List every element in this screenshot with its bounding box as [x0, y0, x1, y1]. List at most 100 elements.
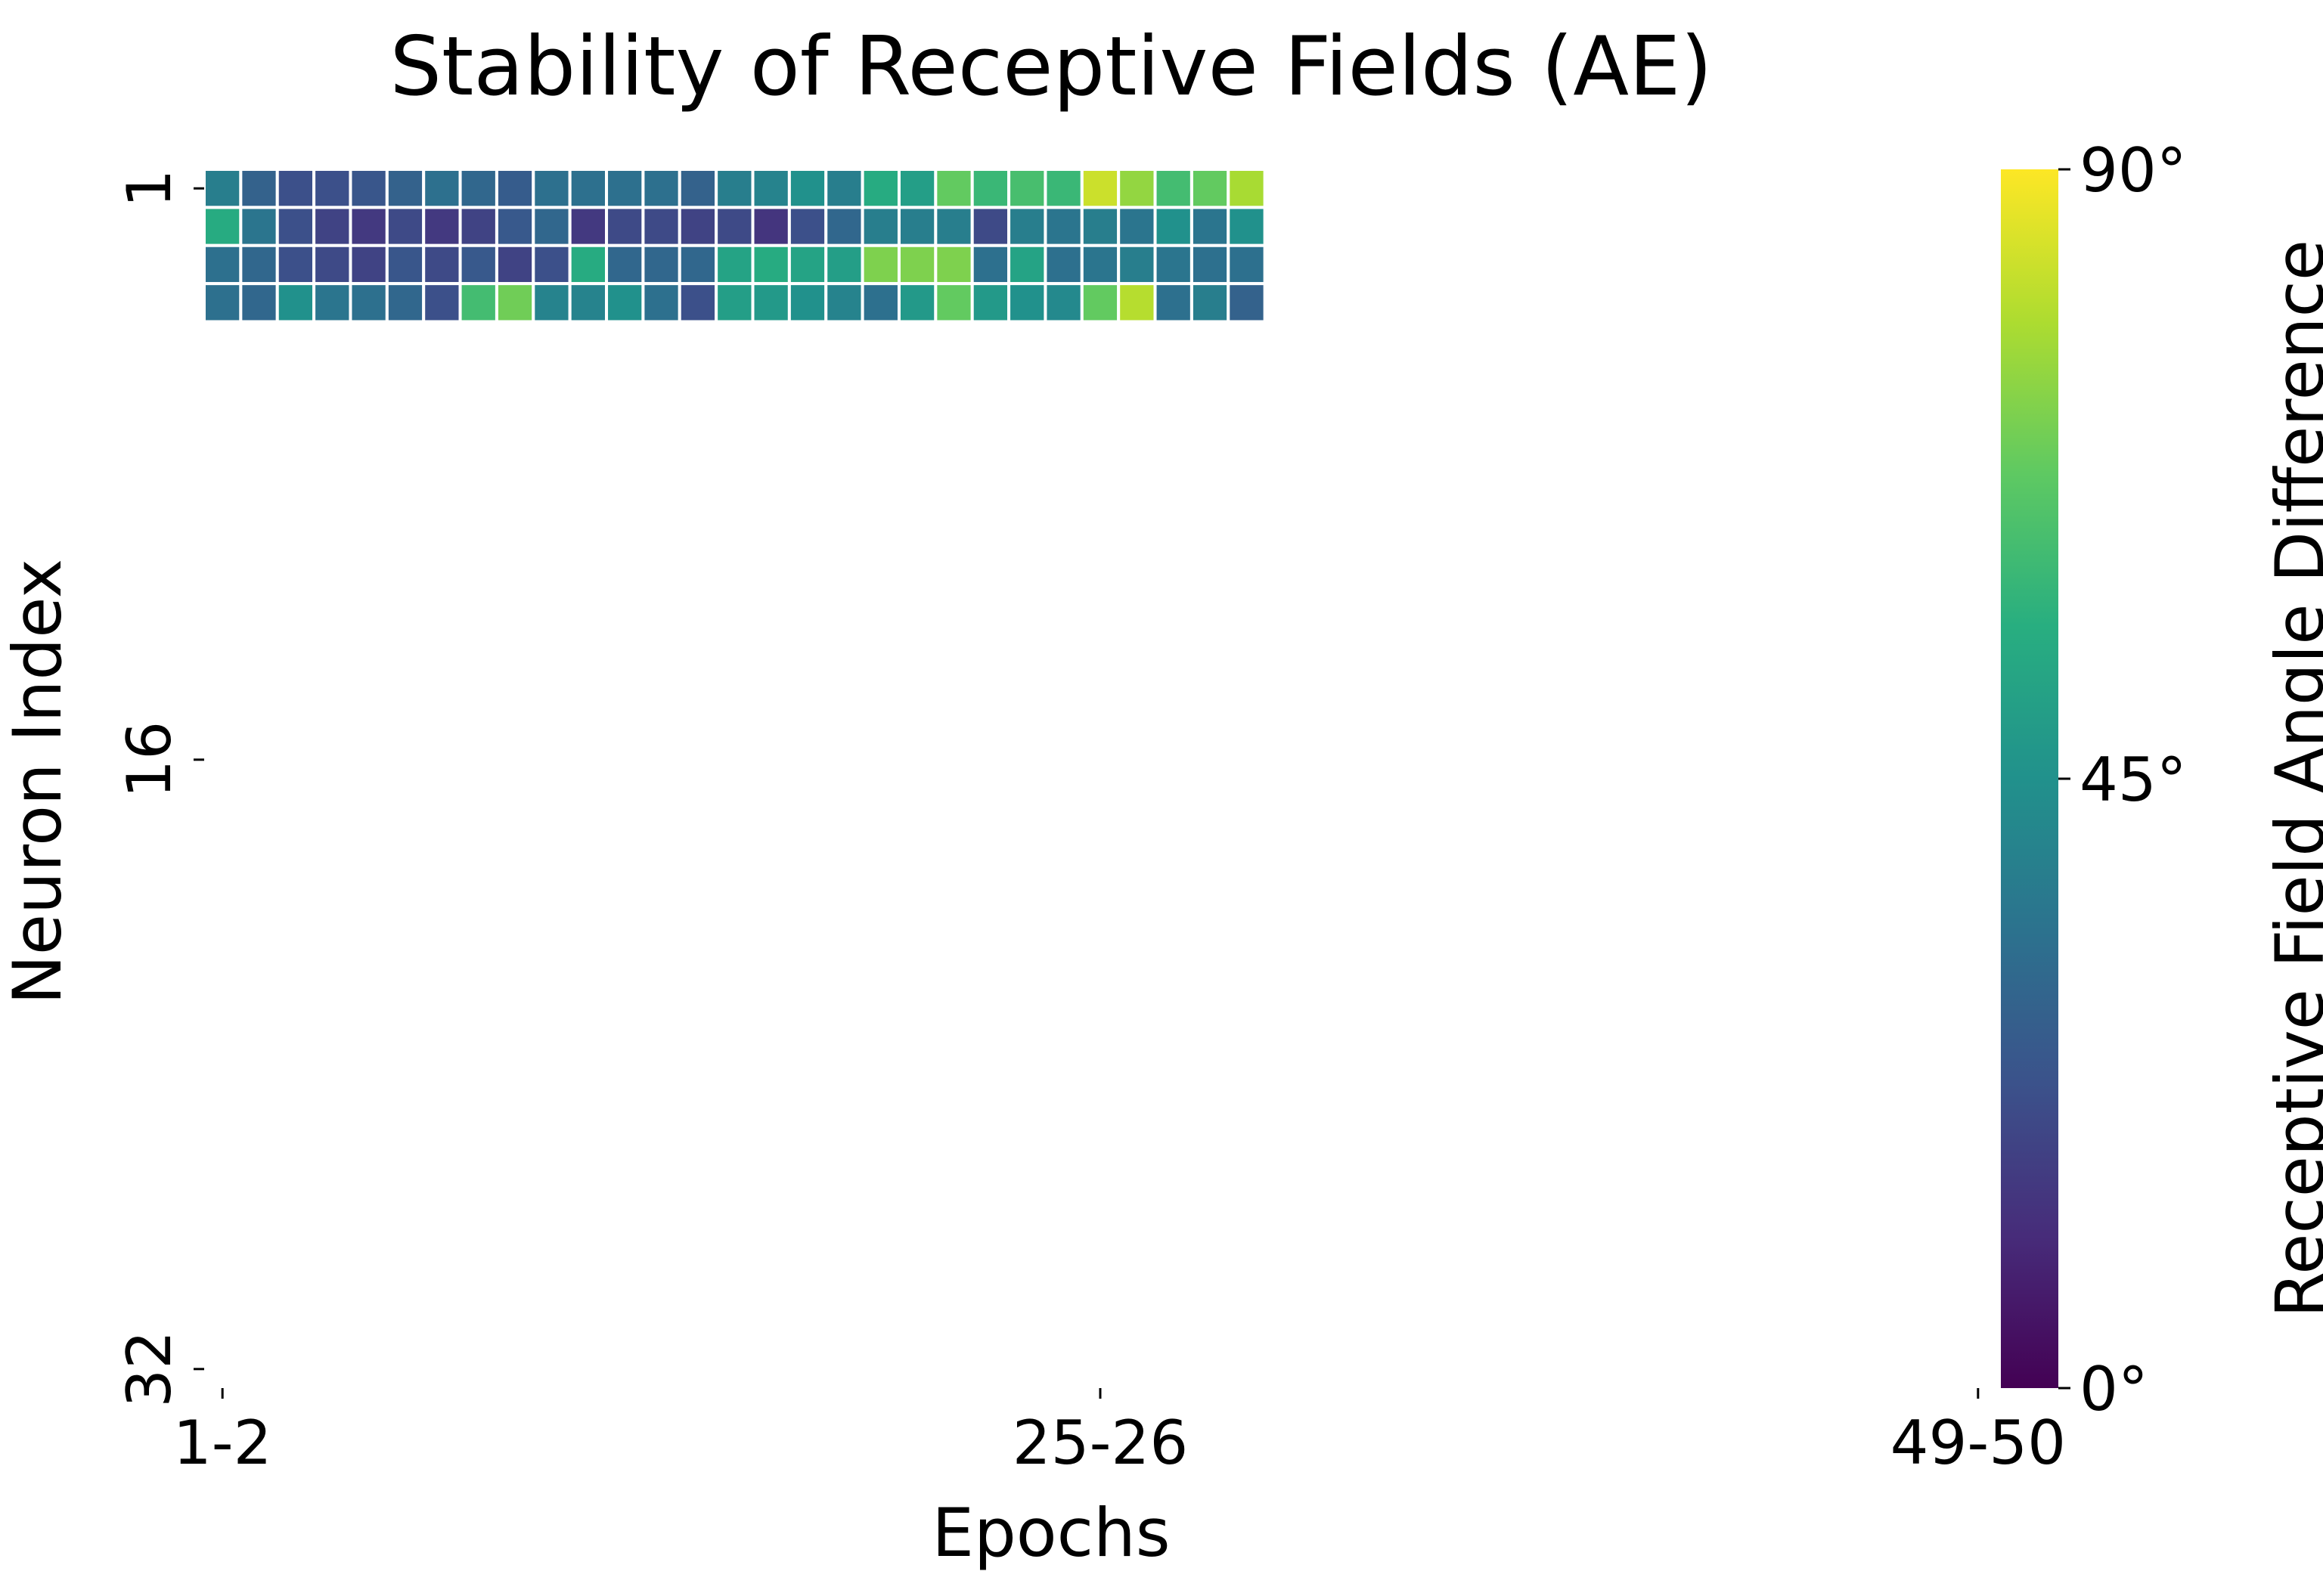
heatmap-cell — [275, 206, 316, 247]
heatmap-cell — [312, 168, 352, 209]
heatmap-cell — [385, 206, 426, 247]
heatmap-cell — [787, 282, 828, 324]
heatmap-cell — [897, 168, 938, 209]
heatmap-cell — [1117, 206, 1157, 247]
heatmap-cell — [1044, 168, 1084, 209]
x-axis-label: Epochs — [932, 1494, 1170, 1572]
heatmap-cell — [1007, 168, 1047, 209]
heatmap-cell — [934, 168, 974, 209]
heatmap-cell — [824, 168, 864, 209]
heatmap-cell — [970, 243, 1011, 286]
heatmap-cell — [1227, 282, 1267, 324]
heatmap-cell — [532, 282, 572, 324]
heatmap-cell — [422, 206, 462, 247]
heatmap-cell — [568, 206, 609, 247]
heatmap-cell — [239, 206, 279, 247]
heatmap-cell — [203, 243, 243, 286]
heatmap-cell — [897, 282, 938, 324]
heatmap-cell — [1189, 282, 1230, 324]
heatmap-cell — [751, 168, 791, 209]
heatmap-cell — [312, 206, 352, 247]
chart-title: Stability of Receptive Fields (AE) — [390, 20, 1713, 114]
heatmap-cell — [897, 243, 938, 286]
x-tick-label: 25-26 — [1013, 1408, 1188, 1478]
heatmap-cell — [715, 282, 755, 324]
heatmap-cell — [568, 243, 609, 286]
heatmap-cell — [678, 206, 718, 247]
heatmap-cell — [495, 168, 535, 209]
heatmap-cell — [203, 282, 243, 324]
heatmap-cell — [787, 206, 828, 247]
colorbar-ticks: 0° 45° 90° — [2058, 135, 2187, 1424]
heatmap-cell — [275, 168, 316, 209]
heatmap-cell — [385, 282, 426, 324]
heatmap-cell — [349, 282, 389, 324]
heatmap-cell — [1007, 206, 1047, 247]
heatmap-cell — [568, 282, 609, 324]
heatmap-cell — [861, 206, 901, 247]
heatmap-cell — [678, 243, 718, 286]
heatmap-cell — [1080, 282, 1121, 324]
heatmap-cell — [1227, 168, 1267, 209]
heatmap-cell — [1007, 282, 1047, 324]
heatmap-cell — [970, 206, 1011, 247]
heatmap-cell — [203, 168, 243, 209]
heatmap-cell — [1227, 206, 1267, 247]
heatmap-cell — [1153, 168, 1193, 209]
heatmap-cell — [934, 206, 974, 247]
heatmap-cell — [458, 282, 498, 324]
y-axis-label: Neuron Index — [0, 559, 76, 1005]
heatmap-cell — [787, 243, 828, 286]
heatmap-cell — [495, 243, 535, 286]
y-axis-ticks: 1 16 32 — [114, 169, 204, 1408]
heatmap-cell — [1153, 206, 1193, 247]
heatmap-cell — [349, 168, 389, 209]
heatmap-cell — [715, 206, 755, 247]
heatmap-cell — [385, 168, 426, 209]
heatmap-cell — [861, 168, 901, 209]
colorbar-tick-label: 0° — [2080, 1354, 2148, 1424]
heatmap-cell — [1044, 206, 1084, 247]
heatmap-cell — [422, 168, 462, 209]
heatmap-cell — [751, 282, 791, 324]
heatmap-cell — [824, 243, 864, 286]
heatmap-cell — [568, 168, 609, 209]
heatmap-cell — [1044, 243, 1084, 286]
heatmap-cell — [641, 168, 681, 209]
heatmap-cell — [787, 168, 828, 209]
heatmap-cell — [1227, 243, 1267, 286]
heatmap-cell — [605, 206, 645, 247]
heatmap-cell — [1007, 243, 1047, 286]
x-tick-label: 49-50 — [1890, 1408, 2066, 1478]
heatmap-cell — [1189, 168, 1230, 209]
heatmap-cell — [715, 168, 755, 209]
heatmap-cell — [897, 206, 938, 247]
heatmap-cell — [970, 168, 1011, 209]
colorbar-tick-label: 45° — [2080, 745, 2187, 815]
colorbar: 0° 45° 90° Receptive Field Angle Differenc… — [2001, 135, 2323, 1424]
y-tick-label: 16 — [114, 721, 185, 798]
heatmap-cell — [1080, 206, 1121, 247]
heatmap-cell — [422, 243, 462, 286]
heatmap-cell — [751, 243, 791, 286]
heatmap-cell — [1153, 243, 1193, 286]
x-axis-ticks: 1-2 25-26 49-50 — [173, 1388, 2066, 1478]
heatmap-cell — [349, 206, 389, 247]
heatmap-cell — [1117, 282, 1157, 324]
colorbar-gradient — [2001, 169, 2058, 1388]
x-tick-label: 1-2 — [173, 1408, 272, 1478]
heatmap-cell — [1044, 282, 1084, 324]
heatmap-cell — [824, 206, 864, 247]
heatmap-cell — [312, 243, 352, 286]
heatmap-cell — [385, 243, 426, 286]
colorbar-label: Receptive Field Angle Difference — [2261, 240, 2323, 1318]
heatmap-cell — [422, 282, 462, 324]
heatmap-cell — [641, 243, 681, 286]
heatmap-cell — [641, 282, 681, 324]
heatmap-cell — [458, 206, 498, 247]
heatmap-cell — [1117, 243, 1157, 286]
heatmap-cell — [605, 282, 645, 324]
heatmap-cell — [1117, 168, 1157, 209]
heatmap-cell — [1189, 206, 1230, 247]
